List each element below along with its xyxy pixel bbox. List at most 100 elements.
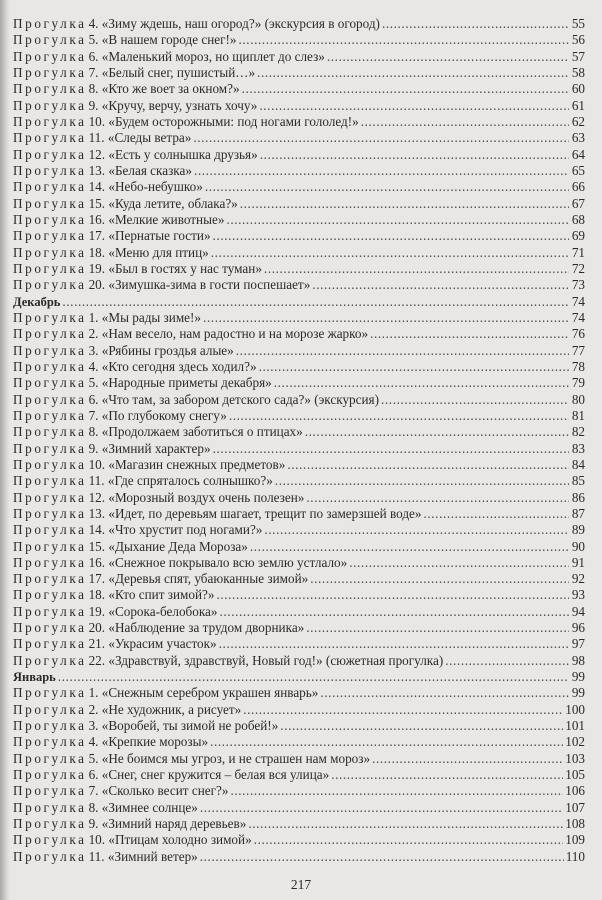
entry-number: 10. [88,456,106,472]
entry-prefix: Прогулка [13,816,87,832]
entry-number: 3. [88,718,99,734]
entry-number: 6. [88,767,99,783]
entry-page: 99 [571,685,585,701]
entry-page: 91 [571,554,585,570]
entry-page: 81 [571,407,585,423]
entry-number: 15. [88,538,106,554]
entry-number: 7. [88,783,99,799]
entry-title: Декабрь [13,294,61,309]
dot-leader [230,783,563,799]
toc-entry: Прогулка 12. «Морозный воздух очень полез… [13,490,585,506]
table-of-contents: Прогулка 4. «Зиму ждешь, наш огород?» (эк… [13,16,585,865]
entry-page: 67 [571,195,585,211]
entry-prefix: Прогулка [13,571,87,587]
toc-entry: Прогулка 3. «Воробей, ты зимой не робей!»… [13,718,585,734]
entry-number: 7. [88,64,99,80]
entry-title: «Куда летите, облака?» [108,195,238,211]
entry-prefix: Прогулка [13,146,87,162]
page-binding-shadow [0,0,10,900]
dot-leader [211,245,569,261]
dot-leader [280,718,563,734]
page-number: 217 [290,877,312,892]
dot-leader [305,424,569,440]
dot-leader [200,800,563,816]
dot-leader [372,751,563,767]
entry-prefix: Прогулка [13,211,87,227]
toc-entry: Прогулка 20. «Зимушка-зима в гости поспеш… [13,277,585,293]
entry-title: «Народные приметы декабря» [101,375,272,391]
entry-number: 7. [88,407,99,423]
entry-page: 57 [571,48,585,64]
entry-page: 77 [571,342,585,358]
entry-page: 69 [571,228,585,244]
entry-title: «Здравствуй, здравствуй, Новый год!» (сю… [108,652,444,668]
entry-title: «Кручу, верчу, узнать хочу» [101,97,258,113]
entry-number: 6. [88,391,99,407]
entry-page: 63 [571,130,585,146]
entry-title: «Воробей, ты зимой не робей!» [101,718,279,734]
entry-prefix: Прогулка [13,81,87,97]
entry-page: 62 [571,113,585,129]
entry-prefix: Прогулка [13,342,87,358]
entry-title: «Что хрустит под ногами?» [108,522,263,538]
entry-prefix: Прогулка [13,620,87,636]
dot-leader [58,669,569,685]
entry-page: 102 [565,734,585,750]
entry-page: 83 [571,440,585,456]
dot-leader [382,16,569,32]
entry-page: 94 [571,603,585,619]
entry-number: 4. [88,734,99,750]
entry-prefix: Прогулка [13,375,87,391]
dot-leader [203,310,569,326]
entry-number: 10. [88,113,106,129]
dot-leader [264,261,569,277]
dot-leader [210,734,563,750]
toc-entry: Прогулка 16. «Снежное покрывало всю землю… [13,555,585,571]
entry-prefix: Прогулка [13,16,87,31]
dot-leader [205,179,569,195]
entry-prefix: Прогулка [13,64,87,80]
entry-title: «Птицам холодно зимой» [108,832,252,848]
dot-leader [320,685,569,701]
dot-leader [62,294,569,310]
entry-title: «Магазин снежных предметов» [108,456,286,472]
entry-number: 12. [88,146,106,162]
entry-number: 17. [88,228,106,244]
entry-title: «Сколько весит снег?» [101,783,229,799]
entry-number: 18. [88,244,106,260]
dot-leader [242,81,569,97]
entry-prefix: Прогулка [13,97,87,113]
entry-title: Январь [13,670,56,685]
entry-title: «Мелкие животные» [108,211,225,227]
dot-leader [200,849,564,865]
entry-number: 13. [88,162,106,178]
entry-page: 99 [571,669,585,685]
dot-leader [226,212,569,228]
entry-prefix: Прогулка [13,652,87,668]
entry-number: 17. [88,571,106,587]
entry-title: «Белая сказка» [108,162,192,178]
toc-entry: Прогулка 17. «Деревья спят, убаюканные зи… [13,571,585,587]
dot-leader [250,539,569,555]
entry-page: 86 [571,489,585,505]
entry-prefix: Прогулка [13,587,87,603]
entry-title: «Мы рады зиме!» [101,309,202,325]
dot-leader [229,408,569,424]
